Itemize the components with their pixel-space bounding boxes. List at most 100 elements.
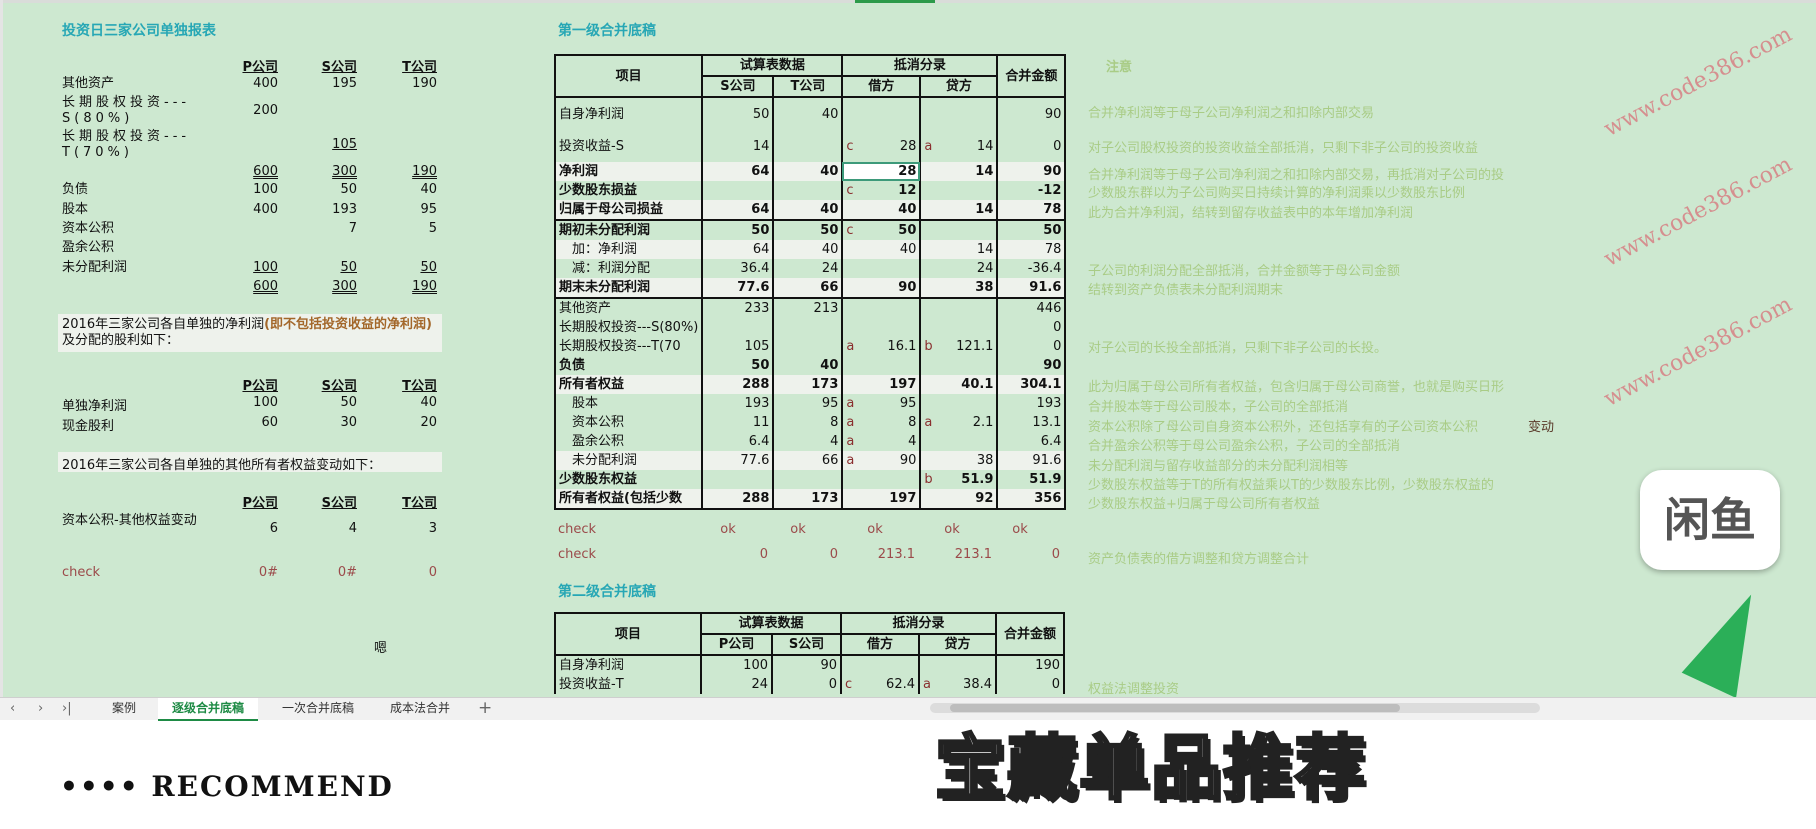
cell-col2[interactable]: 24 [772,259,844,278]
cell-value[interactable]: 190 [412,279,437,294]
cell-value[interactable]: 3 [428,521,437,536]
cell-col2[interactable] [772,181,844,200]
cell-credit[interactable]: 24 [919,259,999,278]
cell-credit[interactable] [919,219,999,240]
cell-credit[interactable] [919,297,999,318]
cell-col1[interactable]: 64 [701,200,775,220]
cell-credit[interactable] [919,97,999,130]
cell-value[interactable]: 400 [253,202,278,217]
cell-col1[interactable]: 77.6 [701,451,775,470]
cell-consolidated[interactable]: -12 [996,181,1067,200]
cell-col2[interactable]: 8 [772,413,844,432]
cell-consolidated[interactable]: 78 [996,240,1067,259]
cell-value[interactable]: 95 [420,202,437,217]
row-label[interactable]: 未分配利润 [553,451,704,470]
cell-value[interactable]: 400 [253,76,278,91]
cell-debit[interactable] [841,470,922,489]
cell-col2[interactable] [772,470,844,489]
cell-col1[interactable]: 193 [701,394,775,413]
row-label[interactable]: 长期股权投资---T(70 [553,337,704,356]
cell-debit[interactable]: c 50 [841,219,922,240]
cell-credit[interactable] [919,181,999,200]
cell-credit[interactable] [919,356,999,375]
cell-col2[interactable]: 40 [772,97,844,130]
cell-consolidated[interactable]: 78 [996,200,1067,220]
cell-debit[interactable] [841,356,922,375]
cell-consolidated[interactable]: 51.9 [996,470,1067,489]
cell-debit[interactable]: 197 [841,489,922,510]
cell-col2[interactable]: 90 [771,655,842,675]
cell-value[interactable]: 4 [348,521,357,536]
cell-col1[interactable]: 64 [701,240,775,259]
cell-value[interactable]: 300 [332,279,357,294]
cell-value[interactable]: 100 [253,260,278,275]
cell-value[interactable]: 30 [340,415,357,430]
cell-debit[interactable]: c 62.4 [840,675,920,694]
cell-col1[interactable]: 24 [700,675,773,694]
cell-credit[interactable] [918,655,997,675]
cell-col2[interactable]: 66 [772,278,844,298]
profit-note-box[interactable]: 2016年三家公司各自单独的净利润(即不包括投资收益的净利润) 及分配的股利如下： [58,314,442,352]
cell-value[interactable]: 300 [332,164,357,179]
cell-value[interactable]: 190 [412,76,437,91]
row-label[interactable]: 少数股东权益 [553,470,704,489]
row-label[interactable]: 减：利润分配 [553,259,704,278]
cell-consolidated[interactable]: 446 [996,297,1067,318]
add-sheet-button[interactable]: + [478,698,493,718]
cell-credit[interactable]: 40.1 [919,375,999,394]
row-label[interactable]: 投资收益-S [553,130,704,162]
cell-credit[interactable] [919,394,999,413]
cell-col1[interactable]: 50 [701,356,775,375]
cell-col2[interactable] [772,337,844,356]
row-label[interactable]: 净利润 [553,162,704,181]
cell-col2[interactable]: 173 [772,375,844,394]
cell-consolidated[interactable]: 90 [996,97,1067,130]
cell-col1[interactable]: 50 [701,97,775,130]
cell-debit[interactable] [841,297,922,318]
tab-案例[interactable]: 案例 [112,701,137,715]
cell-credit[interactable]: 14 [919,240,999,259]
cell-debit[interactable]: 40 [841,200,922,220]
cell-consolidated[interactable]: 0 [996,130,1067,162]
cell-consolidated[interactable]: 50 [996,219,1067,240]
cell-col2[interactable]: 66 [772,451,844,470]
cell-credit[interactable]: 38 [919,278,999,298]
cell-col2[interactable] [772,318,844,337]
cell-debit[interactable] [841,97,922,130]
cell-value[interactable]: 200 [253,103,278,118]
row-label[interactable]: 负债 [553,356,704,375]
cell-col1[interactable]: 50 [701,219,775,240]
cell-credit[interactable]: 14 [919,162,999,181]
cell-consolidated[interactable]: 193 [996,394,1067,413]
cell-value[interactable]: 20 [420,415,437,430]
cell-value[interactable]: 5 [428,221,437,236]
cell-col2[interactable]: 40 [772,240,844,259]
cell-col2[interactable]: 40 [772,162,844,181]
row-label[interactable]: 投资收益-T [554,675,702,694]
cell-col1[interactable]: 233 [701,297,775,318]
row-label[interactable]: 盈余公积 [553,432,704,451]
cell-consolidated[interactable]: 356 [996,489,1067,510]
row-label[interactable]: 期初未分配利润 [553,219,704,240]
cell-value[interactable]: 60 [261,415,278,430]
row-label[interactable]: 自身净利润 [553,97,704,130]
scrollbar-thumb[interactable] [950,704,1400,712]
row-label[interactable]: 期末未分配利润 [553,278,704,298]
cell-col1[interactable] [701,181,775,200]
tab-逐级合并底稿[interactable]: 逐级合并底稿 [158,698,259,721]
cell-col1[interactable]: 6.4 [701,432,775,451]
cell-credit[interactable]: b 121.1 [919,337,999,356]
cell-value[interactable]: 600 [253,164,278,179]
cell-col1[interactable]: 288 [701,489,775,510]
row-label[interactable]: 少数股东损益 [553,181,704,200]
prev-sheet-button[interactable]: ‹ [10,701,16,716]
row-label[interactable]: 所有者权益 [553,375,704,394]
cell-credit[interactable] [919,432,999,451]
cell-debit[interactable]: 28 [841,162,922,181]
cell-value[interactable]: 195 [332,76,357,91]
cell-col1[interactable]: 105 [701,337,775,356]
cell-col1[interactable]: 100 [700,655,773,675]
cell-consolidated[interactable]: -36.4 [996,259,1067,278]
tab-成本法合并[interactable]: 成本法合并 [390,701,451,715]
cell-value[interactable]: 7 [348,221,357,236]
